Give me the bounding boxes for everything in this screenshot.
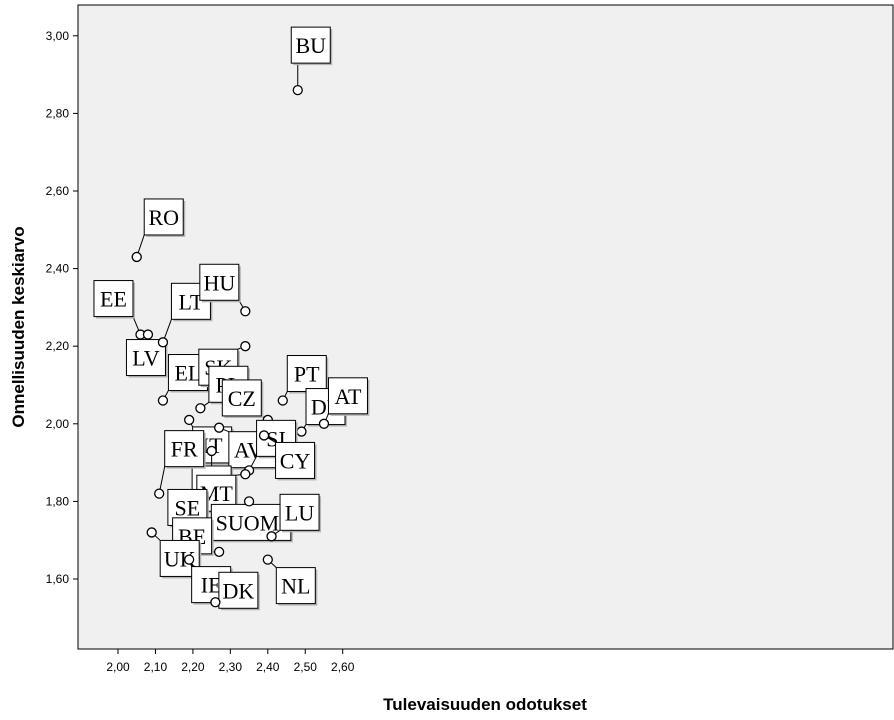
x-tick-label: 2,30 xyxy=(219,660,243,674)
label-box xyxy=(199,263,240,301)
point-label: FR xyxy=(171,437,198,462)
point-cy: CY xyxy=(258,430,317,481)
point-dk: DK xyxy=(210,571,260,611)
x-tick-label: 2,20 xyxy=(181,660,205,674)
label-box xyxy=(221,379,262,417)
x-tick-label: 2,10 xyxy=(144,660,168,674)
point-marker xyxy=(206,445,217,457)
point-marker xyxy=(258,430,270,441)
point-lu: LU xyxy=(266,493,322,542)
axes: 1,60 1,80 2,00 2,20 2,40 2,60 2,80 3,00 2,00 2,10… xyxy=(46,29,355,674)
point-marker xyxy=(146,527,157,538)
point-marker xyxy=(154,488,165,499)
point-label: EL xyxy=(174,361,201,386)
point-label: DK xyxy=(222,578,254,603)
label-box xyxy=(218,571,259,609)
point-label: NL xyxy=(281,574,310,599)
label-box xyxy=(290,26,331,64)
point-label: CY xyxy=(280,448,311,473)
point-marker xyxy=(277,395,288,406)
point-ro: RO xyxy=(131,198,186,263)
point-fr: FR xyxy=(154,430,206,499)
point-marker xyxy=(210,597,221,608)
y-tick-label: 2,40 xyxy=(46,262,70,276)
point-label: IE xyxy=(201,573,222,598)
point-label: AT xyxy=(335,384,362,409)
point-marker xyxy=(296,426,307,437)
y-tick-label: 2,20 xyxy=(46,339,70,353)
point-label: CZ xyxy=(228,386,256,411)
point-marker xyxy=(131,251,142,263)
point-hu: HU xyxy=(199,263,251,317)
point-marker xyxy=(142,329,154,340)
point-label: LU xyxy=(285,500,314,525)
point-label: PT xyxy=(294,362,320,387)
point-marker xyxy=(213,422,225,433)
label-box xyxy=(164,430,205,468)
x-tick-label: 2,00 xyxy=(106,660,130,674)
points-layer: BUROEELVLTELHUSKPLPTCZDEATITAVEESFRSIMTC… xyxy=(93,26,370,611)
x-axis-title: Tulevaisuuden odotukset xyxy=(383,695,587,714)
point-pt: PT xyxy=(277,355,329,406)
y-tick-label: 1,80 xyxy=(46,494,70,508)
point-marker xyxy=(184,414,195,426)
point-bu: BU xyxy=(290,26,333,96)
point-marker xyxy=(292,84,303,96)
point-label: HU xyxy=(203,270,235,295)
y-axis-title: Onnellisuuden keskiarvo xyxy=(9,226,28,427)
point-marker xyxy=(318,418,330,429)
label-box xyxy=(143,198,184,236)
label-box xyxy=(279,493,320,531)
point-marker xyxy=(184,554,195,565)
point-label: RO xyxy=(148,205,179,230)
point-marker xyxy=(240,306,251,317)
point-label: LV xyxy=(132,346,159,371)
x-tick-label: 2,50 xyxy=(294,660,318,674)
point-label: SUOMI xyxy=(216,510,287,535)
point-label: BU xyxy=(295,33,326,58)
x-tick-label: 2,60 xyxy=(331,660,355,674)
label-box xyxy=(93,280,134,318)
point-at: AT xyxy=(318,377,370,429)
point-label: SE xyxy=(175,495,201,520)
y-tick-label: 1,60 xyxy=(46,572,70,586)
point-marker xyxy=(195,403,206,414)
label-box xyxy=(275,567,316,605)
point-label: EE xyxy=(100,287,127,312)
point-marker xyxy=(240,341,251,352)
point-cz: CZ xyxy=(221,379,273,426)
point-marker xyxy=(262,554,273,565)
y-tick-label: 2,80 xyxy=(46,106,70,120)
point-marker xyxy=(213,546,225,557)
label-box xyxy=(275,441,316,479)
point-marker xyxy=(240,469,251,480)
y-tick-label: 2,60 xyxy=(46,184,70,198)
label-box xyxy=(327,377,368,415)
y-tick-label: 3,00 xyxy=(46,29,70,43)
point-marker xyxy=(157,337,169,348)
point-nl: NL xyxy=(262,554,318,606)
y-tick-label: 2,00 xyxy=(46,417,70,431)
label-box xyxy=(286,355,327,393)
x-tick-label: 2,40 xyxy=(256,660,280,674)
point-marker xyxy=(266,531,277,542)
point-marker xyxy=(157,395,169,406)
point-marker xyxy=(243,496,255,507)
point-ee: EE xyxy=(93,280,146,340)
point-be: BE xyxy=(172,517,225,557)
